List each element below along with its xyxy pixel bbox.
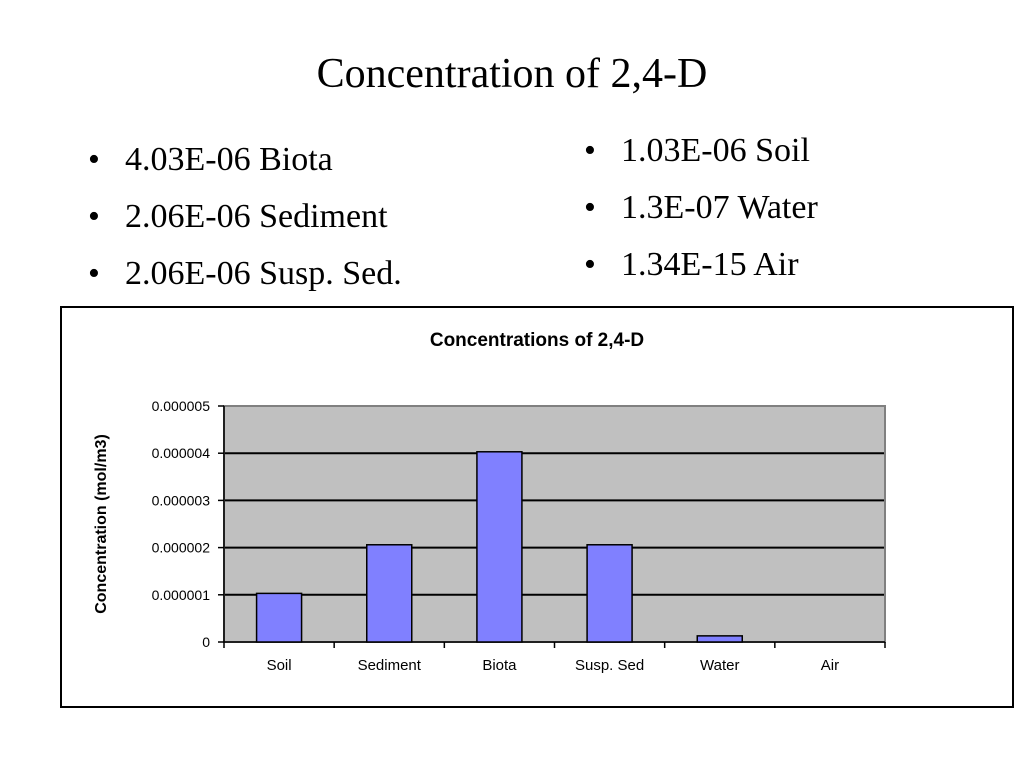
bullet-dot: • [88,141,100,178]
bullet-dot: • [584,189,596,226]
chart-title: Concentrations of 2,4-D [430,330,644,351]
bullet-dot: • [88,255,100,292]
y-tick-label: 0.000002 [152,540,211,556]
x-tick-label: Soil [267,657,292,674]
x-tick-label: Water [700,657,739,674]
bullet-text: 2.06E-06 Sediment [125,198,388,235]
bullet-text: 1.3E-07 Water [621,189,818,226]
y-tick-label: 0.000005 [152,398,211,414]
bar-biota [476,451,523,643]
bar-water [696,635,743,643]
plot-area [224,406,885,642]
y-tick-label: 0.000001 [152,587,211,603]
chart-frame: 0 0.000001 0.000002 0.000003 0.000004 0.00000… [60,306,1014,708]
bullet-dot: • [88,198,100,235]
bullet-item: • 1.34E-15 Air [584,245,818,302]
y-tick-label: 0.000003 [152,492,211,508]
x-tick-label: Sediment [358,657,422,674]
bullet-item: • 2.06E-06 Susp. Sed. [88,254,402,311]
bullet-item: • 1.03E-06 Soil [584,131,818,188]
bar-soil [255,592,303,643]
bullet-item: • 2.06E-06 Sediment [88,197,402,254]
bullet-dot: • [584,132,596,169]
bar-susp-sed [586,544,633,643]
slide-title: Concentration of 2,4-D [316,51,708,97]
bullet-text: 4.03E-06 Biota [125,141,333,178]
bar-chart: 0 0.000001 0.000002 0.000003 0.000004 0.00000… [93,330,886,674]
y-axis-label: Concentration (mol/m3) [93,434,110,614]
y-tick-label: 0 [202,634,210,650]
bullet-text: 1.03E-06 Soil [621,132,810,169]
bullet-list-left: • 4.03E-06 Biota • 2.06E-06 Sediment • 2.06… [88,140,402,311]
x-tick-label: Air [821,657,839,674]
bullet-list-right: • 1.03E-06 Soil • 1.3E-07 Water • 1.34E-15 … [584,131,818,302]
y-tick-label: 0.000004 [152,445,211,461]
bullet-item: • 4.03E-06 Biota [88,140,402,197]
x-tick-label: Biota [482,657,517,674]
bullet-text: 2.06E-06 Susp. Sed. [125,255,402,292]
x-tick-label: Susp. Sed [575,657,644,674]
bullet-item: • 1.3E-07 Water [584,188,818,245]
bar-sediment [366,544,413,643]
bullet-dot: • [584,246,596,283]
bullet-text: 1.34E-15 Air [621,246,799,283]
